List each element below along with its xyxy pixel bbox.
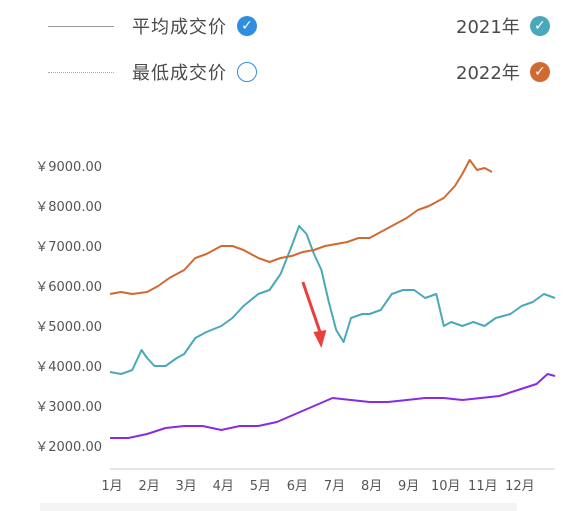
minimum-price-label: 最低成交价 (132, 63, 227, 84)
average-price-label: 平均成交价 (132, 17, 227, 38)
series-line (110, 373, 556, 439)
bottom-strip (40, 503, 517, 511)
legend-2022[interactable]: 2022年 ✓ (456, 58, 550, 86)
legend-average[interactable]: 平均成交价 ✓ (48, 12, 257, 40)
x-tick-label: 5月 (250, 479, 271, 494)
y-axis: ￥9000.00 ￥8000.00 ￥7000.00 ￥6000.00 ￥5000.00… (35, 160, 102, 455)
y-tick-label: ￥6000.00 (35, 280, 102, 295)
series-line (109, 159, 493, 295)
average-check-icon[interactable]: ✓ (237, 16, 257, 36)
year-2022-label: 2022年 (456, 63, 520, 84)
y-tick-label: ￥8000.00 (35, 200, 102, 215)
x-tick-label: 3月 (176, 479, 197, 494)
y-tick-label: ￥9000.00 (35, 160, 102, 175)
series-line (109, 225, 556, 375)
price-line-chart: ￥9000.00 ￥8000.00 ￥7000.00 ￥6000.00 ￥5000.00… (35, 159, 556, 494)
arrow-head (313, 330, 327, 348)
year-2021-check-icon[interactable]: ✓ (529, 16, 550, 36)
annotation-arrow (301, 281, 327, 348)
legend-minimum[interactable]: 最低成交价 (48, 58, 257, 86)
x-axis: 1月 2月 3月 4月 5月 6月 7月 8月 9月 10月 11月 12月 (101, 468, 555, 494)
x-tick-label: 4月 (213, 479, 234, 494)
x-tick-label: 2月 (138, 479, 159, 494)
y-tick-label: ￥7000.00 (35, 240, 102, 255)
y-tick-label: ￥5000.00 (35, 320, 102, 335)
y-tick-label: ￥3000.00 (35, 400, 102, 415)
y-tick-label: ￥2000.00 (35, 440, 102, 455)
y-tick-label: ￥4000.00 (35, 360, 102, 375)
average-line-sample (48, 25, 114, 27)
legend-2021[interactable]: 2021年 ✓ (456, 12, 550, 40)
minimum-line-sample (48, 71, 114, 73)
x-tick-label: 6月 (287, 479, 308, 494)
x-tick-label: 11月 (468, 479, 498, 494)
x-tick-label: 10月 (431, 479, 461, 494)
year-2022-check-icon[interactable]: ✓ (529, 62, 550, 82)
arrow-shaft (301, 281, 323, 337)
x-tick-label: 1月 (101, 479, 122, 494)
x-tick-label: 12月 (505, 479, 535, 494)
x-tick-label: 7月 (324, 479, 345, 494)
minimum-circle-icon[interactable] (237, 62, 257, 82)
series-layer (109, 159, 556, 439)
x-tick-label: 9月 (398, 479, 419, 494)
x-tick-label: 8月 (361, 479, 382, 494)
year-2021-label: 2021年 (456, 17, 520, 38)
